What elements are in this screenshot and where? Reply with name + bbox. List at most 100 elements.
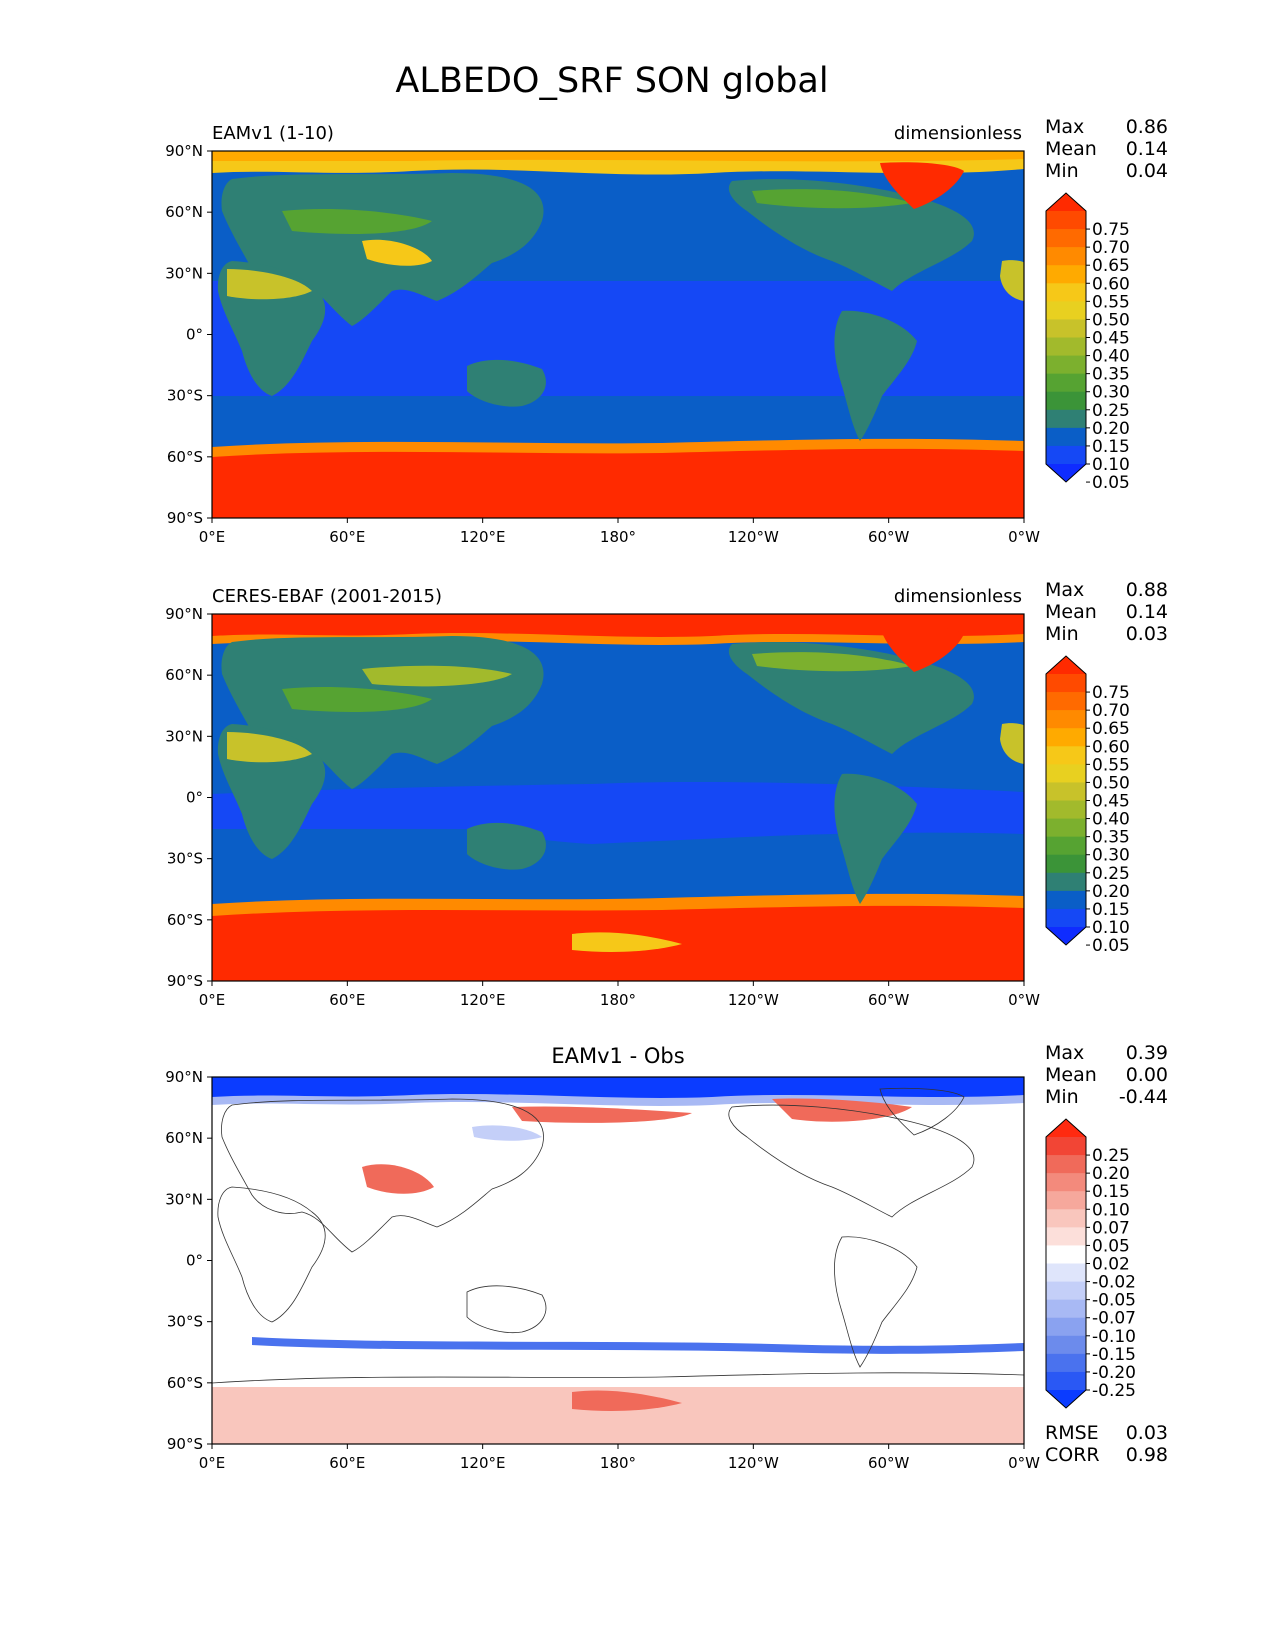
colorbar-label: -0.05 (1092, 1291, 1136, 1311)
lat-tick-label: 30°S (167, 1313, 203, 1331)
colorbar-label: 0.05 (1092, 936, 1130, 956)
lat-tick-label: 60°N (165, 203, 203, 221)
lat-tick-label: 30°N (165, 264, 203, 282)
lat-tick-label: 30°N (165, 1190, 203, 1208)
lat-tick-label: 90°S (167, 1435, 203, 1453)
lat-tick-label: 90°N (165, 1068, 203, 1086)
colorbar-label: 0.45 (1092, 329, 1130, 349)
land-australia (467, 822, 546, 870)
colorbar-label: 0.20 (1092, 419, 1130, 439)
colorbar-swatch (1046, 710, 1086, 729)
panel-ref-units: dimensionless (894, 586, 1022, 607)
colorbar-extend-max (1046, 193, 1086, 211)
colorbar-label: 0.60 (1092, 737, 1130, 757)
colorbar-swatch (1046, 427, 1086, 447)
panel-diff: EAMv1 - Obs (165, 1042, 1168, 1472)
colorbar-label: 0.02 (1092, 1255, 1130, 1275)
colorbar-label: 0.15 (1092, 900, 1130, 920)
colorbar-swatch (1046, 355, 1086, 375)
colorbar-label: 0.30 (1092, 383, 1130, 403)
colorbar-swatch (1046, 836, 1086, 856)
colorbar-swatch (1046, 1209, 1086, 1228)
colorbar-swatch (1046, 1155, 1086, 1174)
colorbar-swatch (1046, 908, 1086, 928)
colorbar-label: 0.10 (1092, 918, 1130, 938)
lon-tick-label: 60°E (329, 1454, 365, 1472)
colorbar-swatch (1046, 674, 1086, 693)
colorbar-swatch (1046, 319, 1086, 338)
lat-tick-label: 90°S (167, 509, 203, 527)
colorbar-extend-min (1046, 1390, 1086, 1408)
lat-tick-label: 30°N (165, 727, 203, 745)
colorbar-label: 0.55 (1092, 292, 1130, 312)
colorbar-label: 0.30 (1092, 846, 1130, 866)
tibet-positive (362, 1164, 434, 1194)
colorbar-label: 0.15 (1092, 1182, 1130, 1202)
lon-tick-label: 0°E (199, 991, 226, 1009)
colorbar-swatch (1046, 337, 1086, 357)
colorbar-label: 0.20 (1092, 882, 1130, 902)
colorbar-ref: 0.750.700.650.600.550.500.450.400.350.30… (1045, 655, 1130, 956)
panel-diff-stats: Max 0.39 Mean 0.00 Min -0.44 (1045, 1042, 1168, 1108)
panel-test-units: dimensionless (894, 123, 1022, 144)
lon-tick-label: 0°E (199, 528, 226, 546)
low-albedo-bands (212, 281, 1024, 396)
lon-tick-label: 120°W (728, 528, 779, 546)
lon-tick-label: 60°W (868, 991, 910, 1009)
metric-value: 0.03 (1126, 1422, 1168, 1444)
colorbar-swatch (1046, 247, 1086, 266)
colorbar-swatch (1046, 1317, 1086, 1337)
colorbar-swatch (1046, 800, 1086, 820)
panel-ref: CERES-EBAF (2001-2015) dimensionless (165, 579, 1168, 1009)
colorbar-label: 0.75 (1092, 220, 1130, 240)
panel-ref-left-title: CERES-EBAF (2001-2015) (212, 586, 442, 607)
colorbar-swatch (1046, 890, 1086, 910)
colorbar-label: -0.15 (1092, 1345, 1136, 1365)
colorbar-swatch (1046, 1137, 1086, 1156)
lon-tick-label: 120°E (460, 528, 506, 546)
lon-tick-label: 120°E (460, 991, 506, 1009)
colorbar-swatch (1046, 409, 1086, 429)
colorbar-label: -0.07 (1092, 1309, 1136, 1329)
colorbar-label: 0.10 (1092, 455, 1130, 475)
colorbar-label: -0.10 (1092, 1327, 1136, 1347)
lat-tick-label: 0° (186, 789, 203, 807)
lat-tick-label: 90°N (165, 605, 203, 623)
colorbar-swatch (1046, 728, 1086, 747)
colorbar-swatch (1046, 1371, 1086, 1391)
stat-value: 0.03 (1126, 623, 1168, 645)
colorbar-label: 0.55 (1092, 755, 1130, 775)
colorbar-label: 0.65 (1092, 256, 1130, 276)
lat-tick-label: 60°S (167, 1374, 203, 1392)
stat-label: Min (1045, 160, 1079, 182)
land-greenland (880, 162, 964, 209)
lon-axis: 0°E 60°E 120°E 180° 120°W 60°W 0°W (199, 981, 1040, 1009)
colorbar-label: 0.07 (1092, 1218, 1130, 1238)
low-albedo-bands (212, 781, 1024, 844)
colorbar-swatch (1046, 1281, 1086, 1301)
panel-ref-map (211, 613, 1025, 982)
colorbar-swatch (1046, 746, 1086, 765)
metric-label: CORR (1045, 1444, 1100, 1466)
colorbar-swatch (1046, 818, 1086, 838)
lon-axis: 0°E 60°E 120°E 180° 120°W 60°W 0°W (199, 518, 1040, 546)
stat-label: Mean (1045, 138, 1097, 160)
colorbar-label: 0.15 (1092, 437, 1130, 457)
colorbar-swatch (1046, 445, 1086, 465)
colorbar-swatch (1046, 1191, 1086, 1210)
colorbar-swatch (1046, 692, 1086, 711)
lon-tick-label: 60°E (329, 991, 365, 1009)
panel-test: EAMv1 (1-10) dimensionless (165, 116, 1168, 546)
colorbar-extend-max (1046, 1119, 1086, 1137)
colorbar-label: 0.25 (1092, 864, 1130, 884)
lon-tick-label: 180° (600, 528, 636, 546)
lat-tick-label: 0° (186, 326, 203, 344)
stat-label: Min (1045, 1086, 1079, 1108)
land-greenland (880, 625, 964, 672)
land-south-america (834, 310, 917, 441)
colorbar-label: 0.05 (1092, 1236, 1130, 1256)
lon-tick-label: 180° (600, 991, 636, 1009)
lat-tick-label: 30°S (167, 387, 203, 405)
colorbar-extend-max (1046, 656, 1086, 674)
stat-value: 0.39 (1126, 1042, 1168, 1064)
